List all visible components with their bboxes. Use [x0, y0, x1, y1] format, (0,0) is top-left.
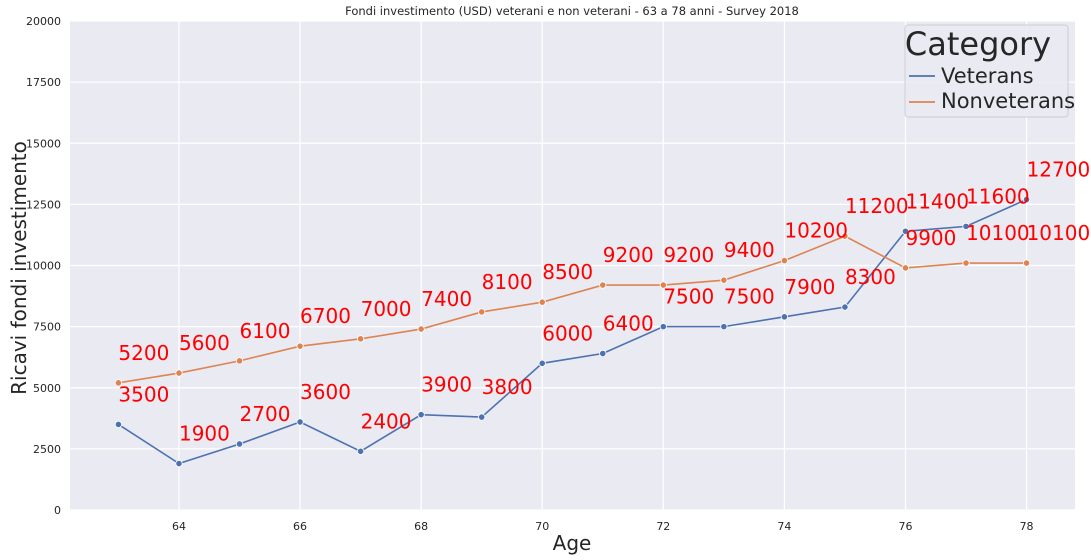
data-label-nonveterans: 7000 [361, 297, 412, 321]
data-label-nonveterans: 8100 [482, 270, 533, 294]
y-tick-label: 0 [54, 504, 61, 517]
data-label-veterans: 2400 [361, 409, 412, 433]
data-label-nonveterans: 9900 [905, 226, 956, 250]
data-label-nonveterans: 5600 [179, 331, 230, 355]
data-point-nonveterans [1022, 259, 1031, 267]
data-label-veterans: 1900 [179, 422, 230, 446]
data-point-veterans [538, 359, 546, 367]
data-point-nonveterans [901, 264, 910, 272]
data-point-nonveterans [538, 298, 546, 306]
x-tick-label: 76 [898, 520, 912, 533]
data-point-veterans [962, 222, 970, 230]
x-tick-label: 78 [1020, 520, 1034, 533]
y-tick-label: 7500 [33, 321, 61, 334]
x-tick-label: 66 [293, 520, 307, 533]
data-label-nonveterans: 10100 [1027, 221, 1091, 245]
data-label-nonveterans: 6700 [300, 304, 351, 328]
y-axis-label: Ricavi fondi investimento [7, 141, 31, 395]
legend: Category Veterans Nonveterans [904, 24, 1075, 118]
data-label-veterans: 3600 [300, 380, 351, 404]
legend-box [904, 24, 1069, 118]
legend-label-nonveterans: Nonveterans [941, 89, 1075, 113]
y-tick-label: 12500 [26, 198, 61, 211]
y-tick-label: 2500 [33, 443, 61, 456]
data-point-nonveterans [114, 379, 123, 387]
data-label-veterans: 7500 [724, 285, 775, 309]
data-label-veterans: 3800 [482, 375, 533, 399]
data-point-nonveterans [417, 325, 425, 333]
data-point-veterans [720, 323, 728, 331]
x-tick-labels: 64 66 68 70 72 74 76 78 [172, 520, 1034, 533]
y-tick-label: 15000 [26, 137, 61, 150]
x-tick-label: 72 [656, 520, 670, 533]
data-point-veterans [599, 349, 607, 358]
data-point-nonveterans [357, 335, 365, 343]
data-label-nonveterans: 9200 [663, 243, 714, 267]
data-label-veterans: 11400 [905, 189, 969, 213]
data-label-veterans: 3900 [421, 373, 472, 397]
data-label-veterans: 11600 [966, 184, 1030, 208]
data-point-nonveterans [599, 281, 607, 289]
data-label-nonveterans: 11200 [845, 194, 909, 218]
x-tick-label: 74 [777, 520, 791, 533]
data-point-veterans [235, 440, 244, 448]
y-tick-label: 20000 [26, 15, 61, 28]
data-label-veterans: 3500 [118, 382, 169, 406]
data-point-veterans [175, 459, 183, 468]
data-point-veterans [659, 323, 667, 331]
data-point-nonveterans [841, 232, 849, 240]
y-tick-label: 10000 [26, 260, 61, 273]
x-tick-label: 64 [172, 520, 186, 533]
data-point-veterans [780, 313, 788, 321]
data-label-nonveterans: 6100 [240, 319, 291, 343]
series-line-nonveterans [118, 235, 1027, 384]
data-point-veterans [841, 303, 849, 311]
data-label-nonveterans: 10200 [784, 219, 848, 243]
data-point-nonveterans [235, 357, 244, 365]
y-tick-labels: 0 2500 5000 7500 10000 12500 15000 17500 20000 [26, 15, 61, 517]
chart-title: Fondi investimento (USD) veterani e non … [345, 4, 799, 18]
data-point-veterans [357, 447, 365, 455]
data-point-veterans [478, 413, 486, 421]
data-point-veterans [417, 411, 425, 419]
x-tick-label: 68 [414, 520, 428, 533]
x-tick-label: 70 [535, 520, 549, 533]
data-point-nonveterans [296, 342, 304, 350]
data-point-veterans [114, 420, 123, 429]
y-tick-label: 17500 [26, 76, 61, 89]
x-axis-label: Age [553, 531, 592, 555]
data-label-veterans: 2700 [240, 402, 291, 426]
data-label-nonveterans: 9200 [603, 243, 654, 267]
data-label-veterans: 6400 [603, 312, 654, 336]
series-points [114, 195, 1031, 468]
data-label-veterans: 7500 [663, 285, 714, 309]
data-point-veterans [901, 227, 910, 235]
series-lines [117, 198, 1027, 465]
data-point-nonveterans [175, 369, 183, 377]
data-label-veterans: 8300 [845, 265, 896, 289]
data-label-nonveterans: 10100 [966, 221, 1030, 245]
data-point-nonveterans [780, 257, 788, 265]
data-labels: 3500 1900 2700 3600 2400 3900 3800 6000 6400 7500… [118, 157, 1090, 445]
data-point-nonveterans [478, 308, 486, 316]
data-point-veterans [296, 418, 304, 426]
data-label-nonveterans: 8500 [542, 260, 593, 284]
data-label-nonveterans: 9400 [724, 238, 775, 262]
data-point-nonveterans [962, 259, 970, 267]
data-label-veterans: 7900 [784, 275, 835, 299]
legend-title: Category [905, 25, 1051, 63]
data-point-nonveterans [720, 276, 728, 284]
data-label-nonveterans: 7400 [421, 287, 472, 311]
data-point-veterans [1022, 195, 1031, 204]
data-label-veterans: 12700 [1027, 157, 1091, 181]
y-tick-label: 5000 [33, 382, 61, 395]
series-line-veterans [117, 198, 1027, 465]
data-label-veterans: 6000 [542, 321, 593, 345]
data-label-nonveterans: 5200 [118, 341, 169, 365]
legend-label-veterans: Veterans [941, 64, 1034, 88]
data-point-nonveterans [659, 281, 667, 289]
